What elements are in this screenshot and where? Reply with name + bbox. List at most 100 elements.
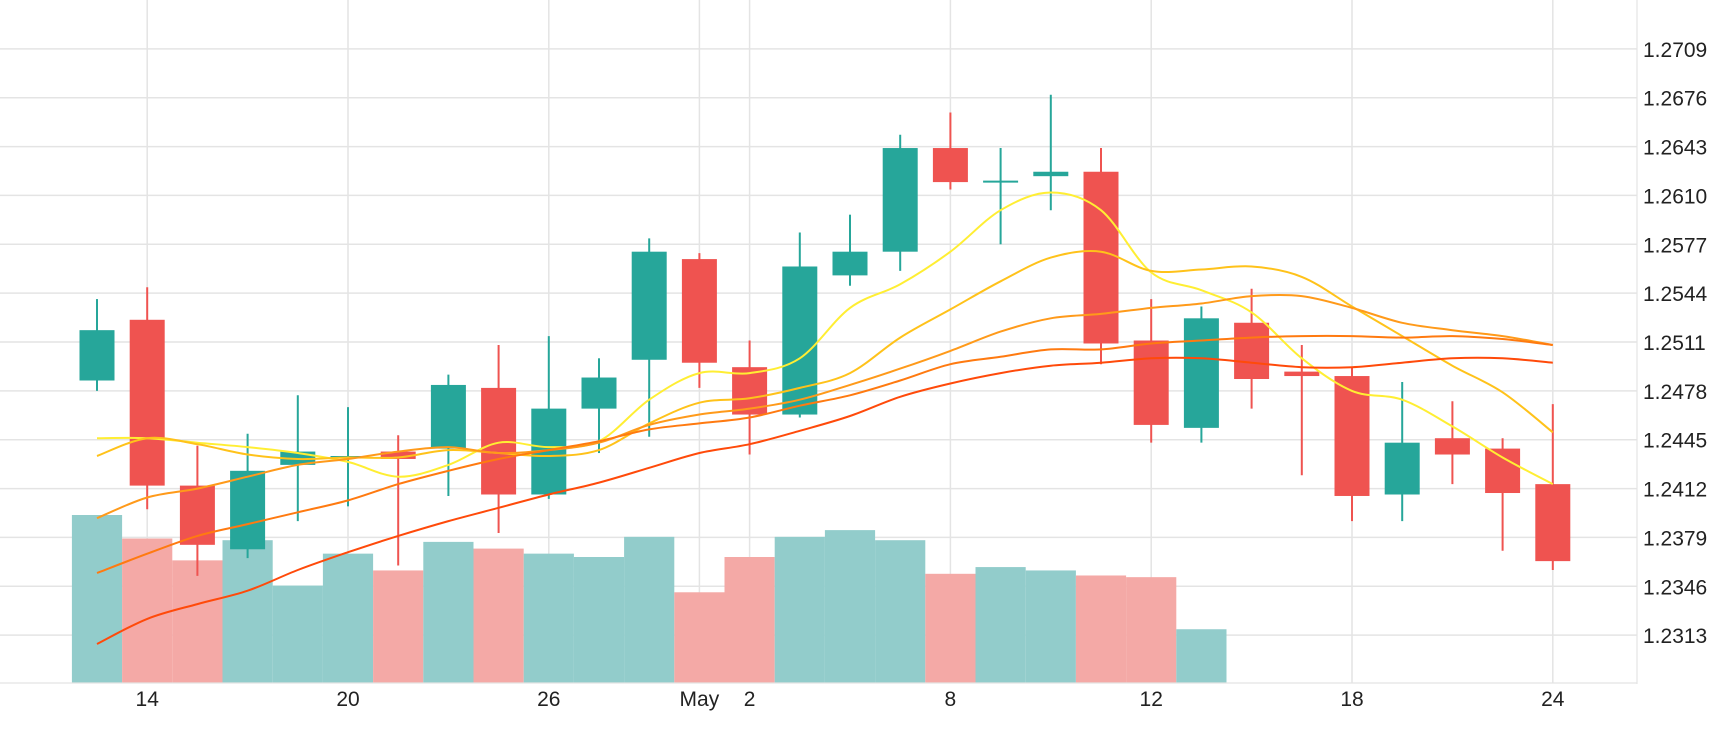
price-tick-label: 1.2478: [1643, 381, 1707, 404]
volume-bar: [373, 570, 424, 683]
price-tick-label: 1.2610: [1643, 185, 1707, 208]
price-axis: 1.2313 1.2346 1.2379 1.2412 1.2445 1.2478 1.25…: [1643, 39, 1708, 648]
volume-bar: [172, 560, 223, 683]
moving-average-line: [96, 334, 1553, 574]
time-axis: 14 20 26 May 2 8 12 18 24: [136, 688, 1565, 711]
volume-bar: [774, 536, 825, 683]
candle-body: [882, 148, 918, 252]
moving-average-lines: [96, 191, 1554, 645]
candle-body: [1183, 318, 1219, 428]
volume-bar: [1025, 570, 1076, 683]
candle: [1384, 381, 1420, 522]
moving-average-line: [96, 293, 1553, 520]
candle-body: [129, 319, 165, 486]
candle-body: [430, 384, 466, 449]
candle-body: [1133, 340, 1169, 425]
date-tick-label: 20: [336, 688, 359, 711]
candle: [1234, 288, 1270, 409]
price-tick-label: 1.2577: [1643, 234, 1707, 257]
candle: [631, 238, 667, 437]
candle-body: [380, 451, 416, 459]
moving-average-line: [96, 191, 1554, 485]
volume-bar: [925, 573, 976, 683]
volume-bar: [423, 541, 474, 683]
volume-bar: [222, 540, 273, 683]
candle: [581, 358, 617, 454]
price-tick-label: 1.2445: [1643, 430, 1707, 453]
volume-bar: [824, 530, 876, 683]
volume-bar: [674, 592, 725, 683]
candle-body: [1234, 322, 1270, 380]
candle-body: [581, 377, 617, 409]
candle: [932, 112, 968, 190]
candle: [1033, 94, 1069, 211]
moving-average-line: [96, 356, 1553, 645]
candle: [1434, 401, 1470, 485]
price-tick-label: 1.2313: [1643, 625, 1707, 648]
volume-bar: [1126, 577, 1177, 683]
price-tick-label: 1.2676: [1643, 88, 1707, 111]
candle-body: [79, 330, 115, 381]
candle: [1485, 438, 1521, 551]
candle: [1183, 306, 1219, 443]
date-tick-label: 14: [136, 688, 160, 711]
date-tick-label: May: [680, 688, 720, 711]
date-tick-label: 26: [537, 688, 560, 711]
volume-bar: [1176, 629, 1227, 683]
moving-average-line: [96, 250, 1554, 461]
date-tick-label: 12: [1140, 688, 1163, 711]
candles: [79, 94, 1571, 576]
grid: [0, 0, 1637, 683]
candle: [481, 344, 517, 533]
candle: [832, 214, 868, 286]
candle-body: [681, 259, 717, 363]
candle-body: [932, 148, 968, 183]
candle-body: [1434, 438, 1470, 455]
candle-body: [1384, 442, 1420, 495]
candle-body: [782, 266, 818, 415]
candle: [79, 299, 115, 391]
candle: [681, 253, 717, 388]
volume-bar: [272, 585, 323, 683]
price-tick-label: 1.2412: [1643, 479, 1707, 502]
candle: [1535, 404, 1571, 570]
date-tick-label: 8: [945, 688, 957, 711]
candle: [430, 374, 466, 496]
volume-bar: [724, 557, 775, 683]
candle-body: [481, 387, 517, 495]
candle-body: [230, 470, 266, 550]
candle-body: [1485, 448, 1521, 494]
candle-body: [1284, 371, 1320, 377]
candle-body: [983, 180, 1019, 183]
candle-body: [631, 251, 667, 360]
price-tick-label: 1.2643: [1643, 137, 1707, 160]
candle-body: [832, 251, 868, 276]
date-tick-label: 18: [1340, 688, 1363, 711]
price-tick-label: 1.2511: [1643, 332, 1706, 355]
volume-bar: [122, 538, 173, 683]
volume-bar: [1075, 575, 1127, 683]
candle: [1334, 367, 1370, 522]
volume-bar: [624, 536, 675, 683]
volume-bar: [322, 553, 374, 683]
candle-body: [1535, 484, 1571, 562]
volume-bar: [875, 540, 926, 683]
volume-bars: [71, 515, 1227, 683]
date-tick-label: 2: [744, 688, 756, 711]
price-tick-label: 1.2379: [1643, 527, 1707, 550]
candle: [882, 134, 918, 271]
candle-body: [1083, 171, 1119, 344]
candle-body: [1334, 376, 1370, 496]
price-tick-label: 1.2544: [1643, 283, 1708, 306]
volume-bar: [71, 515, 123, 683]
price-tick-label: 1.2346: [1643, 576, 1707, 599]
candle-body: [1033, 171, 1069, 177]
volume-bar: [473, 548, 524, 683]
candle: [129, 287, 165, 510]
candle: [1133, 299, 1169, 443]
price-tick-label: 1.2709: [1643, 39, 1707, 62]
volume-bar: [523, 553, 574, 683]
candle: [983, 148, 1019, 245]
